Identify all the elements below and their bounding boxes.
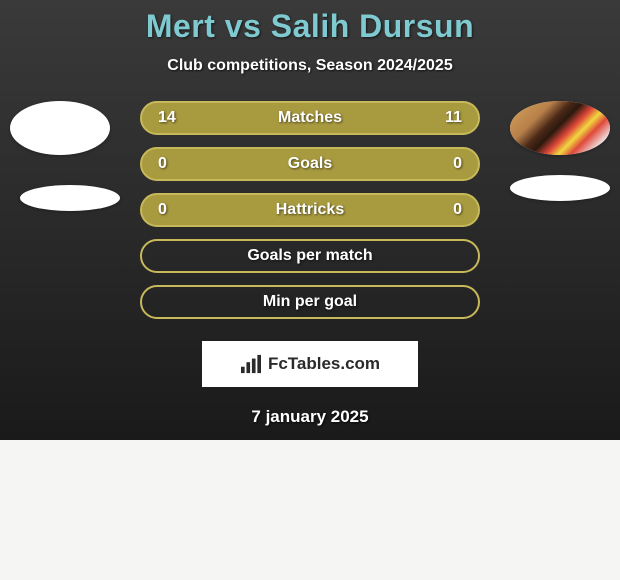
stat-label: Goals xyxy=(186,155,434,173)
stat-value-left: 0 xyxy=(158,201,186,219)
fctables-logo-text: FcTables.com xyxy=(268,354,380,374)
stat-bar: 0Hattricks0 xyxy=(140,193,480,227)
stat-bars: 14Matches110Goals00Hattricks0Goals per m… xyxy=(140,101,480,319)
player-right-avatar-group xyxy=(510,101,610,201)
stat-label: Hattricks xyxy=(186,201,434,219)
stat-bar: Min per goal xyxy=(140,285,480,319)
stats-row-wrap: 14Matches110Goals00Hattricks0Goals per m… xyxy=(0,101,620,319)
comparison-subtitle: Club competitions, Season 2024/2025 xyxy=(0,57,620,75)
stat-value-right: 11 xyxy=(434,109,462,127)
player-left-avatar xyxy=(10,101,110,155)
bar-chart-icon xyxy=(240,354,262,374)
stat-value-right: 0 xyxy=(434,201,462,219)
stat-bar: Goals per match xyxy=(140,239,480,273)
stat-label: Min per goal xyxy=(158,293,462,311)
stat-label: Matches xyxy=(186,109,434,127)
comparison-date: 7 january 2025 xyxy=(0,407,620,427)
stat-value-left: 14 xyxy=(158,109,186,127)
stat-bar: 14Matches11 xyxy=(140,101,480,135)
player-left-avatar-group xyxy=(10,101,120,211)
player-right-badge xyxy=(510,175,610,201)
stat-label: Goals per match xyxy=(158,247,462,265)
player-left-badge xyxy=(20,185,120,211)
stat-value-right: 0 xyxy=(434,155,462,173)
stat-bar: 0Goals0 xyxy=(140,147,480,181)
player-right-photo xyxy=(510,101,610,155)
comparison-title: Mert vs Salih Dursun xyxy=(0,8,620,45)
stat-value-left: 0 xyxy=(158,155,186,173)
player-right-avatar xyxy=(510,101,610,155)
fctables-logo: FcTables.com xyxy=(202,341,418,387)
